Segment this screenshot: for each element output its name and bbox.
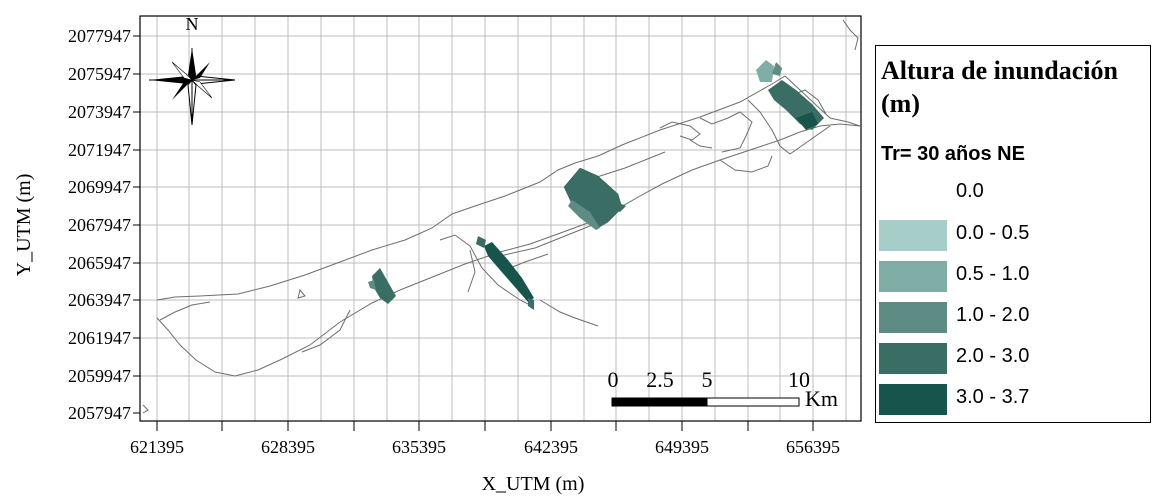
y-tick-label: 2061947 [68,328,131,348]
scale-label: 10 [788,367,810,392]
y-tick-label: 2077947 [68,26,131,46]
legend-swatch [879,220,947,251]
x-axis-labels: 621395 628395 635395 642395 649395 65639… [130,437,840,457]
legend-item-label: 0.5 - 1.0 [956,263,1030,285]
legend-item: 2.0 - 3.0 [876,343,1146,375]
legend-item: 0.0 - 0.5 [876,220,1146,252]
legend-item-label: 2.0 - 3.0 [956,345,1030,367]
y-tick-label: 2069947 [68,177,131,197]
legend-item-label: 1.0 - 2.0 [956,304,1030,326]
y-axis-ticks [133,35,140,414]
scale-label: 5 [702,367,713,392]
legend-item: 0.0 [876,178,1146,210]
legend-item-label: 3.0 - 3.7 [956,386,1030,408]
x-tick-label: 621395 [130,437,184,457]
scale-bar: 0 2.5 5 10 Km [608,367,839,411]
x-axis-ticks [156,421,814,431]
legend-subtitle: Tr= 30 años NE [881,143,1025,165]
legend-swatch [879,261,947,292]
y-axis-title: Y_UTM (m) [13,174,35,277]
y-axis-labels: 2077947 2075947 2073947 2071947 2069947 … [68,26,131,423]
y-tick-label: 2057947 [68,403,131,423]
legend-item-label: 0.0 - 0.5 [956,222,1030,244]
y-tick-label: 2059947 [68,366,131,386]
scale-label: 0 [608,367,619,392]
legend: Altura de inundación (m) Tr= 30 años NE … [875,45,1151,423]
y-tick-label: 2063947 [68,290,131,310]
x-tick-label: 656395 [786,437,840,457]
legend-item: 3.0 - 3.7 [876,384,1146,416]
y-tick-label: 2075947 [68,64,131,84]
scale-label: 2.5 [646,367,674,392]
x-tick-label: 642395 [524,437,578,457]
map-area [140,16,861,421]
north-label: N [186,14,199,34]
legend-item: 1.0 - 2.0 [876,302,1146,334]
flood-patches [368,60,824,310]
y-tick-label: 2067947 [68,215,131,235]
grid-lines [140,16,861,421]
y-tick-label: 2071947 [68,140,131,160]
north-arrow-icon [149,48,236,126]
map-border [139,15,862,422]
scale-unit: Km [805,386,838,411]
legend-swatch [879,343,947,374]
legend-swatch [879,384,947,415]
y-tick-label: 2065947 [68,253,131,273]
legend-title: Altura de inundación (m) [881,56,1118,118]
x-axis-title: X_UTM (m) [482,473,585,495]
x-tick-label: 635395 [392,437,446,457]
legend-swatch [879,178,947,209]
y-tick-label: 2073947 [68,102,131,122]
legend-swatch [879,302,947,333]
x-tick-label: 649395 [655,437,709,457]
legend-item-label: 0.0 [956,180,984,202]
x-tick-label: 628395 [261,437,315,457]
legend-item: 0.5 - 1.0 [876,261,1146,293]
